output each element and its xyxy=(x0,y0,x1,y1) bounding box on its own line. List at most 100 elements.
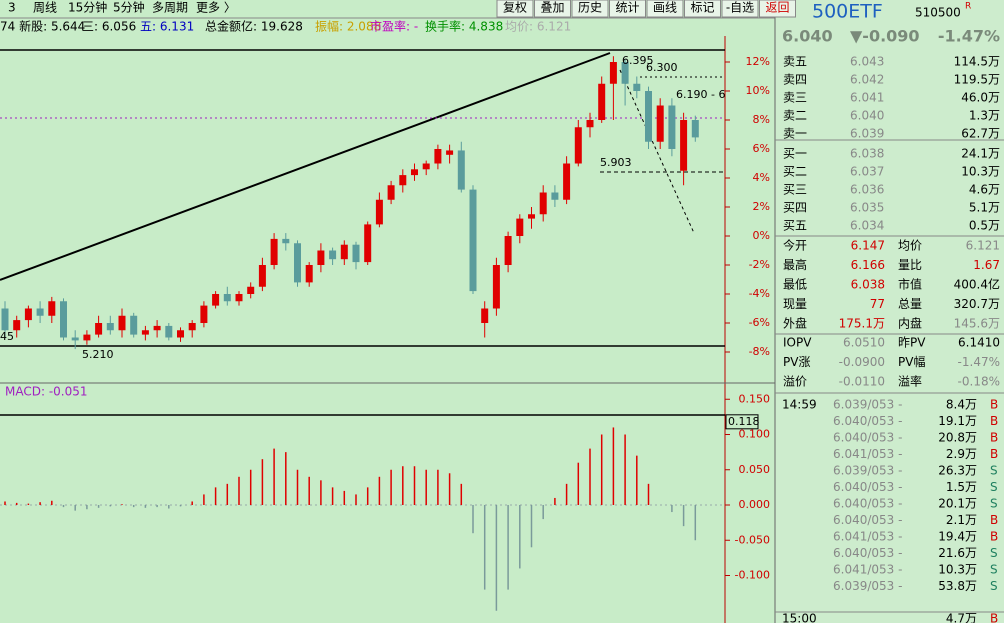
pv-name: 溢价 xyxy=(783,375,807,389)
trade-price: 6.041/053 - xyxy=(833,530,902,544)
toolbar-item[interactable]: 3 xyxy=(8,1,16,15)
toolbar-button[interactable] xyxy=(684,0,721,18)
trade-volume: 19.1万 xyxy=(938,414,977,428)
trade-volume: 2.9万 xyxy=(946,447,977,461)
book-price: 6.039 xyxy=(850,127,884,141)
candle-body xyxy=(586,120,594,128)
info-item: 74 新股: 5.644 xyxy=(0,19,85,34)
macd-mark-box xyxy=(725,414,759,430)
book-level: 买二 xyxy=(783,165,807,179)
candle-body xyxy=(71,337,79,341)
book-volume: 4.6万 xyxy=(969,183,1000,197)
toolbar-button[interactable] xyxy=(721,0,759,18)
toolbar-button[interactable] xyxy=(609,0,646,18)
candle-body xyxy=(48,301,56,316)
toolbar-item[interactable]: 多周期 xyxy=(152,1,188,15)
book-level: 买三 xyxy=(783,183,807,197)
book-price: 6.036 xyxy=(850,183,884,197)
toolbar-button-label[interactable]: 标记 xyxy=(690,1,714,15)
candle-body xyxy=(317,250,325,265)
trade-price: 6.040/053 - xyxy=(833,480,902,494)
candle-body xyxy=(165,325,173,338)
book-volume: 46.0万 xyxy=(961,91,1000,105)
candle-body xyxy=(411,169,418,176)
pv-value: -1.47% xyxy=(958,355,1000,369)
pv-name: PV幅 xyxy=(898,354,925,369)
price-annotation: 6.300 xyxy=(646,61,678,74)
macd-tick-label: -0.050 xyxy=(735,533,770,546)
book-volume: 0.5万 xyxy=(969,219,1000,233)
toolbar-item[interactable]: 周线 xyxy=(33,1,57,15)
info-item: 三: 6.056 xyxy=(82,20,136,34)
candle-body xyxy=(574,127,582,164)
trade-side: S xyxy=(990,546,998,560)
toolbar-button-label[interactable]: 复权 xyxy=(503,1,527,15)
toolbar-button[interactable] xyxy=(496,0,534,18)
toolbar-button-label[interactable]: 画线 xyxy=(653,1,677,15)
candle-body xyxy=(223,294,231,302)
toolbar-item[interactable]: 5分钟 xyxy=(113,0,145,15)
candle-body xyxy=(399,175,407,186)
trade-side: B xyxy=(990,612,998,623)
stat-value: 6.166 xyxy=(851,258,885,272)
stat-value: 175.1万 xyxy=(839,317,885,331)
y-tick-label: -8% xyxy=(749,345,770,358)
candle-body xyxy=(329,250,337,260)
candle-body xyxy=(177,330,184,338)
trade-volume: 19.4万 xyxy=(938,530,977,544)
toolbar-button-label[interactable]: -自选 xyxy=(726,1,754,15)
price-annotation: 5.903 xyxy=(600,156,632,169)
price-change: ▼-0.090 xyxy=(850,27,920,46)
trade-volume: 8.4万 xyxy=(946,398,977,412)
book-price: 6.042 xyxy=(850,73,884,87)
y-tick-label: 10% xyxy=(746,84,770,97)
candle-body xyxy=(106,323,114,331)
toolbar-button[interactable] xyxy=(759,0,796,18)
toolbar-button-label[interactable]: 返回 xyxy=(765,1,789,15)
trade-volume: 21.6万 xyxy=(938,546,977,560)
book-volume: 1.3万 xyxy=(969,109,1000,123)
candle-body xyxy=(212,294,220,306)
toolbar-button-label[interactable]: 历史 xyxy=(578,1,602,15)
trade-side: S xyxy=(990,480,998,494)
security-name: 500ETF xyxy=(812,1,883,23)
candle-body xyxy=(13,320,21,331)
macd-mark-label: 0.118 xyxy=(728,415,760,428)
macd-tick-label: 0.100 xyxy=(739,428,771,441)
candle-body xyxy=(305,265,313,283)
candle-body xyxy=(118,315,126,331)
book-price: 6.035 xyxy=(850,201,884,215)
book-volume: 10.3万 xyxy=(961,165,1000,179)
candle-body xyxy=(516,218,524,236)
pv-name: 溢率 xyxy=(898,374,922,389)
book-level: 卖二 xyxy=(783,109,807,123)
toolbar-button[interactable] xyxy=(646,0,684,18)
stat-value: 400.4亿 xyxy=(954,277,1000,292)
candle-body xyxy=(282,238,290,244)
toolbar-item[interactable]: 更多 〉 xyxy=(196,1,236,15)
candle-body xyxy=(270,238,278,265)
trade-volume: 20.8万 xyxy=(938,431,977,445)
book-level: 买一 xyxy=(783,147,807,161)
candle-body xyxy=(680,120,688,171)
y-tick-label: 6% xyxy=(753,142,770,155)
candle-body xyxy=(200,305,208,323)
candle-body xyxy=(24,308,32,321)
pv-value: -0.0110 xyxy=(839,375,885,389)
candle-body xyxy=(387,185,395,200)
trade-price: 6.039/053 - xyxy=(833,579,902,593)
toolbar-button-label[interactable]: 叠加 xyxy=(540,1,564,15)
toolbar-item[interactable]: 15分钟 xyxy=(68,0,107,15)
pv-value: -0.0900 xyxy=(839,355,885,369)
stat-value: 6.147 xyxy=(851,239,885,253)
toolbar-button-label[interactable]: 统计 xyxy=(615,1,639,15)
toolbar-button[interactable] xyxy=(534,0,571,18)
toolbar-button[interactable] xyxy=(571,0,609,18)
candle-body xyxy=(446,150,454,155)
trade-price: 6.040/053 - xyxy=(833,431,902,445)
stat-name: 内盘 xyxy=(898,316,922,331)
candle-body xyxy=(668,105,676,149)
info-item: 换手率: 4.838 xyxy=(425,19,503,34)
trade-price: 6.040/053 - xyxy=(833,546,902,560)
trade-side: B xyxy=(990,398,998,412)
